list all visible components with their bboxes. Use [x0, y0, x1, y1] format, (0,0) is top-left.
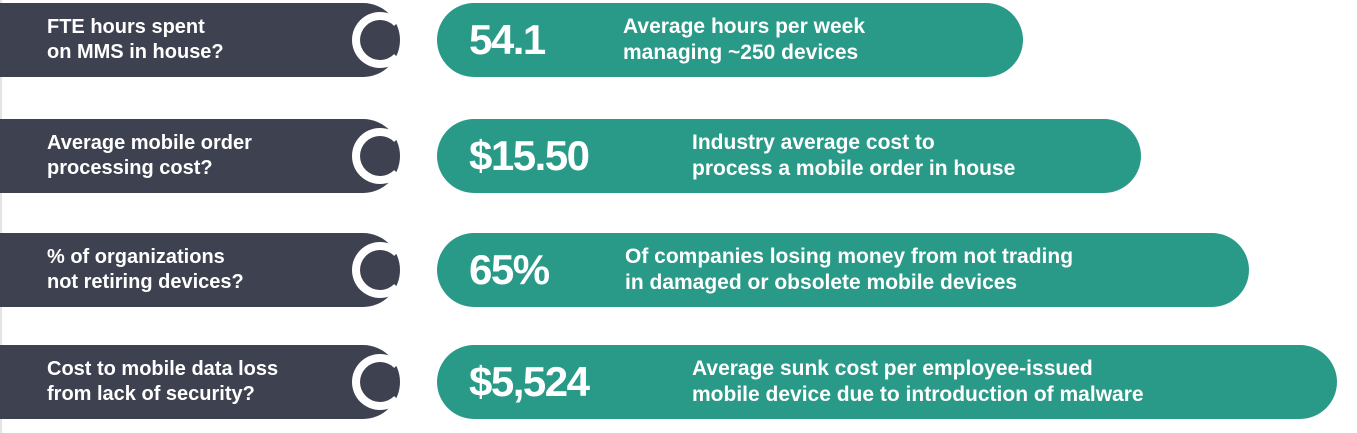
stat-row-fte-hours: FTE hours spent on MMS in house? 54.1 Av… [0, 3, 1357, 81]
stat-value: $5,524 [469, 358, 590, 405]
stat-row-device-retirement: % of organizations not retiring devices?… [0, 233, 1357, 311]
connector-ring-icon [352, 12, 408, 68]
question-tab: % of organizations not retiring devices? [0, 233, 400, 307]
stat-description: Of companies losing money from not tradi… [625, 245, 1074, 294]
question-tab: Average mobile order processing cost? [0, 119, 400, 193]
connector-ring-icon [352, 354, 408, 410]
question-tab: Cost to mobile data loss from lack of se… [0, 345, 400, 419]
question-text: FTE hours spent on MMS in house? [47, 16, 224, 63]
answer-pill: 65% Of companies losing money from not t… [437, 233, 1249, 307]
stat-description: Average sunk cost per employee-issued mo… [692, 357, 1144, 406]
question-text: Cost to mobile data loss from lack of se… [47, 358, 279, 405]
stat-row-order-cost: Average mobile order processing cost? $1… [0, 119, 1357, 197]
answer-pill: $15.50 Industry average cost to process … [437, 119, 1141, 193]
answer-pill: 54.1 Average hours per week managing ~25… [437, 3, 1023, 77]
stat-value: 65% [469, 246, 550, 293]
stat-row-data-loss: Cost to mobile data loss from lack of se… [0, 345, 1357, 423]
question-tab: FTE hours spent on MMS in house? [0, 3, 400, 77]
connector-ring-icon [352, 242, 408, 298]
stat-description: Industry average cost to process a mobil… [692, 131, 1016, 180]
connector-ring-icon [352, 128, 408, 184]
left-edge-line [0, 0, 2, 433]
question-text: Average mobile order processing cost? [47, 132, 252, 179]
stat-value: $15.50 [469, 132, 590, 179]
stat-value: 54.1 [469, 16, 546, 63]
answer-pill: $5,524 Average sunk cost per employee-is… [437, 345, 1337, 419]
stat-description: Average hours per week managing ~250 dev… [623, 15, 865, 64]
question-text: % of organizations not retiring devices? [47, 246, 244, 293]
